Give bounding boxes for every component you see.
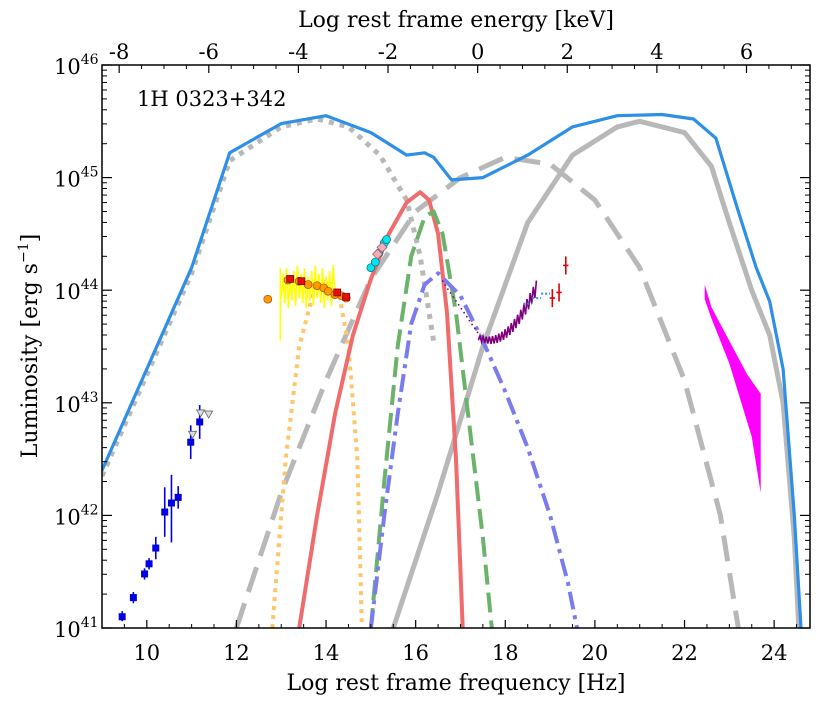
xmm-low-point xyxy=(463,311,465,314)
y-tick-label: 1046 xyxy=(54,52,99,79)
y-tick-base: 10 xyxy=(54,393,81,417)
xmm-low-point xyxy=(465,315,468,318)
x-tick-label: 14 xyxy=(313,641,340,665)
radio-upper-limit xyxy=(195,409,206,418)
y-tick-base: 10 xyxy=(54,55,81,79)
xmm-low-point xyxy=(457,303,460,306)
xmm-low-point xyxy=(476,331,479,334)
y-tick-exp: 44 xyxy=(81,277,99,293)
ir-square-point xyxy=(333,288,342,297)
ir-optical-point xyxy=(263,294,273,304)
y-axis-label: Luminosity [erg s−1] xyxy=(16,234,43,458)
radio-upper-limit xyxy=(187,430,198,440)
uv-diamond-point xyxy=(372,248,384,260)
radio-point xyxy=(145,560,153,568)
y-tick-exp: 46 xyxy=(81,52,99,68)
y-tick-exp: 41 xyxy=(81,615,99,631)
radio-point xyxy=(187,438,195,446)
xmm-low-point xyxy=(468,319,471,322)
radio-point xyxy=(161,508,169,516)
xmm-spectrum xyxy=(477,280,538,345)
radio-point xyxy=(129,594,137,602)
x-axis-label: Log rest frame frequency [Hz] xyxy=(286,671,625,696)
xmm-low-point xyxy=(449,292,452,294)
y-tick-label: 1044 xyxy=(54,277,99,304)
curve-reflection xyxy=(368,271,579,628)
y-tick-label: 1043 xyxy=(54,390,99,417)
x2-tick-label: -4 xyxy=(288,40,308,64)
annotation-source: 1H 0323+342 xyxy=(137,87,286,111)
y-tick-label: 1045 xyxy=(54,165,99,192)
curve-jet-ec xyxy=(390,118,802,628)
model-curves xyxy=(102,112,803,628)
uv-diamond-point xyxy=(376,241,388,253)
curve-jet-synchrotron xyxy=(102,116,437,478)
x2-axis: -8 -6 -4 -2 0 2 4 6 xyxy=(109,40,792,73)
curve-torus xyxy=(270,276,364,628)
ir-square-point xyxy=(286,275,295,283)
x2-tick-label: -2 xyxy=(378,40,398,64)
y-tick-exp: 45 xyxy=(81,165,99,181)
ir-square-point xyxy=(297,277,306,286)
x2-tick-label: -6 xyxy=(199,40,219,64)
uv-point xyxy=(382,235,391,244)
x-tick-label: 22 xyxy=(671,641,698,665)
x2-tick-label: -8 xyxy=(109,40,129,64)
x-axis: 10 12 14 16 18 20 22 24 xyxy=(101,620,798,665)
fermi-bowtie xyxy=(704,284,761,493)
radio-point xyxy=(167,499,175,507)
y-tick-base: 10 xyxy=(54,618,81,642)
x2-tick-label: 6 xyxy=(740,40,753,64)
y-tick-label: 1041 xyxy=(54,615,99,642)
x-tick-label: 10 xyxy=(133,641,160,665)
radio-point xyxy=(118,613,126,621)
xmm-low-point xyxy=(455,300,457,302)
xmm-low-point xyxy=(471,323,473,326)
radio-point xyxy=(174,493,182,501)
xmm-low-point xyxy=(473,327,476,330)
radio-point xyxy=(152,544,160,552)
radio-point xyxy=(196,418,204,426)
radio-upper-limit xyxy=(203,410,214,419)
y-tick-base: 10 xyxy=(54,280,81,304)
x-tick-label: 16 xyxy=(402,641,429,665)
x-tick-label: 12 xyxy=(223,641,250,665)
plot-frame xyxy=(101,64,811,629)
curve-accretion-disk xyxy=(297,190,465,628)
y-axis-label-close: ] xyxy=(18,234,43,243)
y-tick-exp: 43 xyxy=(81,390,99,406)
uv-point xyxy=(370,257,380,267)
uv-point xyxy=(366,263,376,273)
x2-tick-label: 2 xyxy=(561,40,574,64)
y-tick-exp: 42 xyxy=(81,502,99,518)
xmm-low-point xyxy=(444,284,447,286)
x2-axis-label: Log rest frame energy [keV] xyxy=(298,8,614,33)
ir-square-point xyxy=(342,293,351,301)
y-tick-base: 10 xyxy=(54,505,81,529)
x2-tick-label: 0 xyxy=(471,40,484,64)
y-tick-base: 10 xyxy=(54,168,81,192)
x2-tick-label: 4 xyxy=(650,40,663,64)
x-tick-label: 18 xyxy=(492,641,519,665)
x-tick-label: 20 xyxy=(582,641,609,665)
xmm-low-point xyxy=(452,296,455,298)
ir-optical-point xyxy=(303,280,313,289)
xmm-low-point xyxy=(460,307,463,310)
data-markers xyxy=(118,235,569,622)
radio-point xyxy=(141,570,149,578)
x-tick-label: 24 xyxy=(761,641,788,665)
y-axis-label-exp: −1 xyxy=(16,242,32,263)
curve-total xyxy=(102,112,803,628)
y-axis-label-main: Luminosity [erg s xyxy=(18,263,43,458)
xmm-low-point xyxy=(441,280,444,283)
curve-x-ray-corona xyxy=(368,209,494,628)
y-tick-label: 1042 xyxy=(54,502,99,529)
xmm-low-point xyxy=(447,288,449,290)
